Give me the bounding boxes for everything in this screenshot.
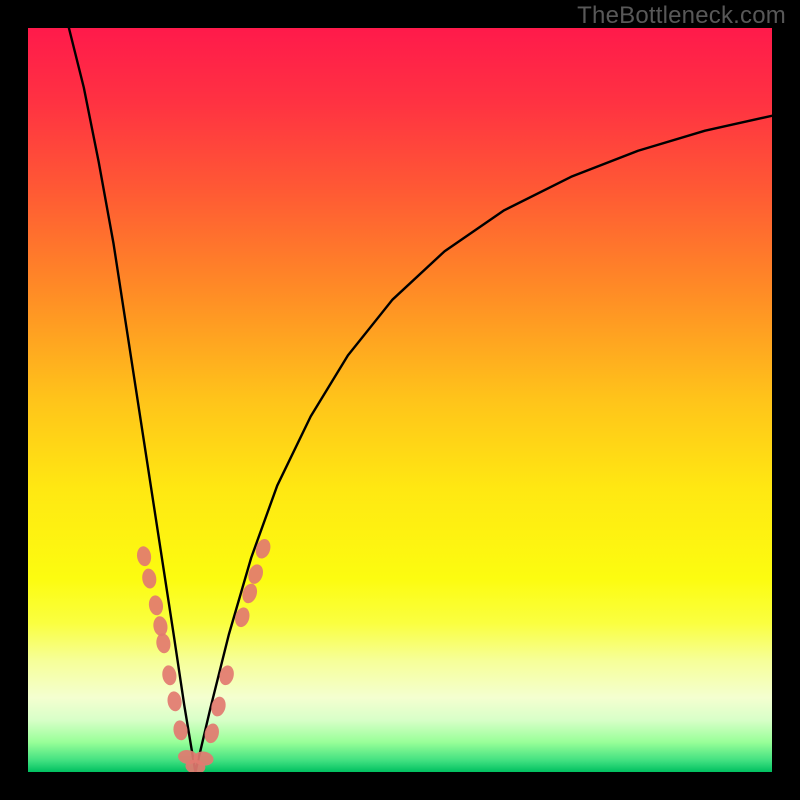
watermark-text: TheBottleneck.com [577, 2, 786, 30]
chart-svg [28, 28, 772, 772]
gradient-background [28, 28, 772, 772]
plot-area [28, 28, 772, 772]
